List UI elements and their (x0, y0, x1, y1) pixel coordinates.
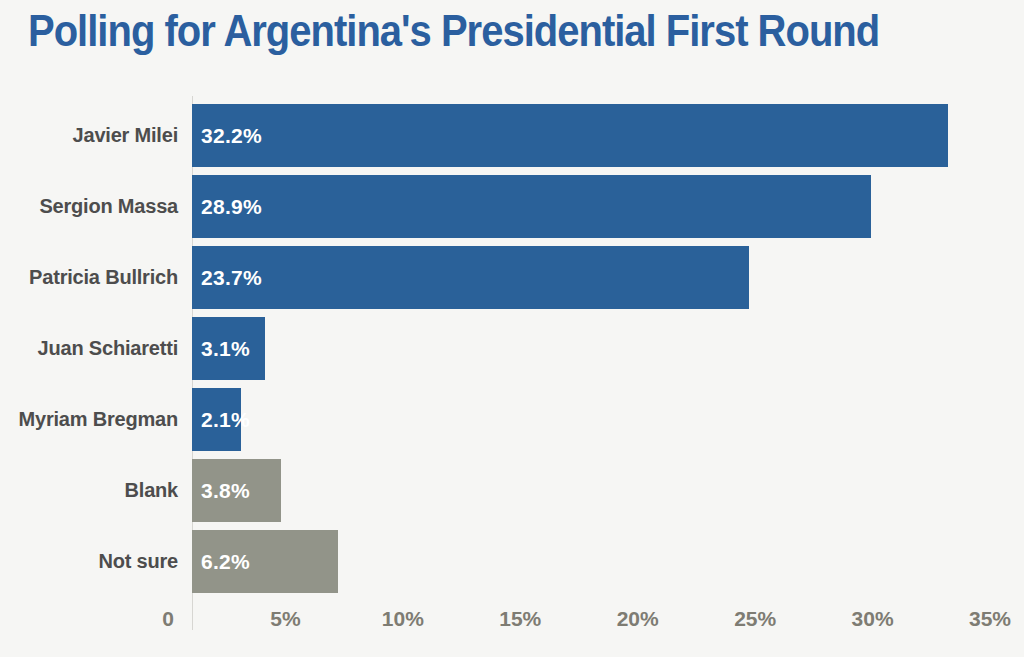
bar-track: 32.2% (192, 104, 1014, 167)
plot-area: Javier Milei 32.2% Sergion Massa 28.9% Patri… (0, 0, 1024, 657)
category-label: Not sure (0, 550, 178, 573)
bar-rows: Javier Milei 32.2% Sergion Massa 28.9% Patri… (0, 104, 1014, 601)
bar: 6.2% (192, 530, 338, 593)
x-axis-tick-label: 35% (969, 607, 1011, 631)
bar: 3.1% (192, 317, 265, 380)
x-axis-tick-label: 15% (499, 607, 541, 631)
x-axis-tick-label: 5% (270, 607, 300, 631)
chart-page: Polling for Argentina's Presidential Fir… (0, 0, 1024, 657)
bar: 23.7% (192, 246, 749, 309)
bar-track: 3.1% (192, 317, 1014, 380)
x-axis-tick-label: 30% (852, 607, 894, 631)
value-label: 3.8% (192, 479, 250, 503)
x-axis-tick-label: 25% (734, 607, 776, 631)
category-label: Blank (0, 479, 178, 502)
bar-track: 6.2% (192, 530, 1014, 593)
value-label: 3.1% (192, 337, 250, 361)
bar-row: Juan Schiaretti 3.1% (0, 317, 1014, 380)
bar-row: Myriam Bregman 2.1% (0, 388, 1014, 451)
category-label: Juan Schiaretti (0, 337, 178, 360)
bar: 3.8% (192, 459, 281, 522)
value-label: 2.1% (192, 408, 250, 432)
bar: 32.2% (192, 104, 948, 167)
bar-track: 3.8% (192, 459, 1014, 522)
bar-track: 23.7% (192, 246, 1014, 309)
value-label: 32.2% (192, 124, 262, 148)
bar: 28.9% (192, 175, 871, 238)
bar-row: Patricia Bullrich 23.7% (0, 246, 1014, 309)
bar-track: 2.1% (192, 388, 1014, 451)
value-label: 23.7% (192, 266, 262, 290)
x-axis-tick-label: 20% (617, 607, 659, 631)
bar-row: Not sure 6.2% (0, 530, 1014, 593)
bar-row: Javier Milei 32.2% (0, 104, 1014, 167)
x-axis-tick-label: 10% (382, 607, 424, 631)
bar-track: 28.9% (192, 175, 1014, 238)
bar-row: Sergion Massa 28.9% (0, 175, 1014, 238)
value-label: 28.9% (192, 195, 262, 219)
x-axis-tick-label: 0 (162, 607, 174, 631)
category-label: Javier Milei (0, 124, 178, 147)
value-label: 6.2% (192, 550, 250, 574)
bar-row: Blank 3.8% (0, 459, 1014, 522)
category-label: Myriam Bregman (0, 408, 178, 431)
category-label: Sergion Massa (0, 195, 178, 218)
bar: 2.1% (192, 388, 241, 451)
x-axis-ticks: 05%10%15%20%25%30%35% (168, 607, 990, 637)
category-label: Patricia Bullrich (0, 266, 178, 289)
